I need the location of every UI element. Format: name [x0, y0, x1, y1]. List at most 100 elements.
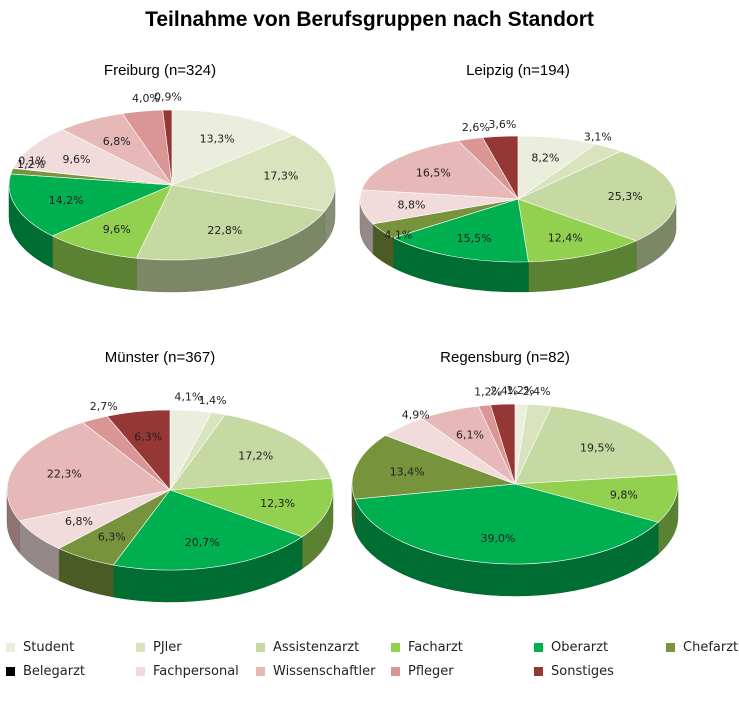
pie-1-label-6: 8,8% [397, 199, 425, 212]
pie-charts: 13,3%17,3%22,8%9,6%14,2%1,2%0,1% 9,6%6,8%… [6, 62, 679, 603]
pie-1-label-7: 16,5% [416, 167, 451, 180]
pie-0-slice-facharzt [51, 184, 173, 259]
legend-item-chefarzt: Chefarzt [666, 640, 738, 655]
pie-1-slice-facharzt [517, 198, 637, 263]
legend-label: Wissenschaftler [273, 664, 376, 679]
pie-3-label-9: 2,4% [490, 384, 518, 397]
pie-0-label-8: 6,8% [103, 135, 131, 148]
pie-2-label-8: 2,7% [90, 400, 118, 413]
pie-1-slice-oberarzt [392, 198, 529, 263]
pie-2-label-7: 22,3% [47, 468, 82, 481]
pie-2-title: Münster (n=367) [105, 349, 215, 366]
legend-swatch [136, 667, 145, 676]
pie-3-slice-assistenzarzt [514, 405, 678, 485]
pie-0-label-0: 13,3% [200, 132, 235, 145]
legend-swatch [256, 643, 265, 652]
pie-2-slice-sonstiges [106, 409, 171, 491]
pie-3-label-2: 19,5% [580, 442, 615, 455]
pie-0-slice-sonstiges [162, 109, 173, 186]
legend-swatch [534, 667, 543, 676]
pie-2-slice-wissenschaftler [6, 422, 171, 522]
legend-label: Facharzt [408, 640, 463, 655]
legend-swatch [136, 643, 145, 652]
pie-2-label-1: 1,4% [199, 394, 227, 407]
pie-0-slice-student [171, 109, 294, 186]
pie-0: 13,3% 17,3% 22,8% 9,6% 14,2% 1,2%0,1% 9,6% 6,8%… [8, 91, 336, 293]
pie-3: 1,2%2,4%19,5%9,8%39,0%13,4%4,9%6,1%1,2%2… [351, 384, 679, 597]
legend-item-fachpersonal: Fachpersonal [136, 664, 239, 679]
legend-label: Belegarzt [23, 664, 86, 679]
legend-item-belegarzt: Belegarzt [6, 664, 85, 679]
legend-label: Pfleger [408, 664, 454, 679]
pie-2-slice-assistenzarzt [169, 414, 332, 491]
pie-3-label-6: 4,9% [402, 408, 430, 421]
chart-title: Teilnahme von Berufsgruppen nach Standor… [145, 8, 594, 31]
pie-2-label-5: 6,3% [98, 530, 126, 543]
pie-3-label-0: 1,2% [506, 384, 534, 397]
pie-0-slice-assistenzarzt [135, 184, 326, 261]
pie-3-label-7: 6,1% [456, 428, 484, 441]
pie-3-label-3: 9,8% [610, 488, 638, 501]
pie-0-label-6: 0,1% [18, 154, 46, 167]
legend-label: PJler [153, 640, 182, 655]
pie-1-slice-wissenschaftler [361, 140, 519, 200]
pie-3-slice-sonstiges [490, 403, 516, 485]
pie-3-label-1: 2,4% [523, 385, 551, 398]
pie-2-slice-facharzt [169, 478, 334, 538]
pie-0-slice-oberarzt [8, 173, 173, 237]
pie-1-label-5: 4,1% [384, 228, 412, 241]
legend-label: Oberarzt [551, 640, 609, 655]
legend-swatch [6, 667, 15, 676]
pie-2-label-9: 6,3% [134, 431, 162, 444]
pie-3-slice-facharzt [514, 474, 679, 523]
pie-3-label-4: 39,0% [481, 532, 516, 545]
pie-1-label-8: 2,6% [462, 121, 490, 134]
pie-2-label-2: 17,2% [238, 450, 273, 463]
pie-3-slice-chefarzt [351, 435, 516, 500]
legend-label: Fachpersonal [153, 664, 239, 679]
pie-2-slice-oberarzt [112, 489, 303, 571]
pie-0-label-9: 4,0% [132, 92, 160, 105]
pie-1-label-3: 12,4% [548, 231, 583, 244]
pie-1-label-4: 15,5% [457, 232, 492, 245]
pie-2-label-3: 12,3% [260, 497, 295, 510]
legend-swatch [391, 643, 400, 652]
pie-0-label-1: 17,3% [263, 169, 298, 182]
legend-label: Sonstiges [551, 664, 614, 679]
pie-0-label-5: 1,2% [17, 158, 45, 171]
pie-2-label-6: 6,8% [65, 515, 93, 528]
pie-3-slice-oberarzt [354, 483, 659, 565]
legend-swatch [666, 643, 675, 652]
legend-item-facharzt: Facharzt [391, 640, 463, 655]
pie-0-label-2: 22,8% [207, 224, 242, 237]
legend-swatch [6, 643, 15, 652]
pie-0-slice-pjler [170, 134, 336, 212]
pie-1: 8,2% 3,1% 25,3% 12,4% 15,5% 4,1% 8,8% 16,5% 2,6%… [359, 118, 677, 293]
pie-2-label-4: 20,7% [185, 536, 220, 549]
legend-item-oberarzt: Oberarzt [534, 640, 608, 655]
legend-swatch [256, 667, 265, 676]
legend-item-student: Student [6, 640, 74, 655]
pie-3-label-5: 13,4% [390, 466, 425, 479]
pie-0-slice-fachpersonal [12, 129, 173, 186]
legend-item-pfleger: Pfleger [391, 664, 454, 679]
pie-0-label-3: 9,6% [103, 223, 131, 236]
pie-1-label-1: 3,1% [584, 130, 612, 143]
pie-1-slice-sonstiges [482, 135, 519, 201]
legend-label: Chefarzt [683, 640, 739, 655]
pie-1-label-9: 3,6% [488, 118, 516, 131]
pie-1-title: Leipzig (n=194) [466, 62, 570, 79]
pie-0-label-4: 14,2% [49, 194, 84, 207]
pie-1-slice-assistenzarzt [517, 150, 677, 242]
legend-item-pjler: PJler [136, 640, 182, 655]
pie-0-label-7: 9,6% [63, 153, 91, 166]
legend-item-wissenschaftler: Wissenschaftler [256, 664, 376, 679]
legend-label: Student [23, 640, 75, 655]
pie-1-label-2: 25,3% [608, 190, 643, 203]
pie-3-title: Regensburg (n=82) [440, 349, 570, 366]
pie-1-slice-fachpersonal [359, 189, 519, 225]
pie-3-label-8: 1,2% [474, 386, 502, 399]
legend-item-assistenzarzt: Assistenzarzt [256, 640, 359, 655]
legend-item-sonstiges: Sonstiges [534, 664, 614, 679]
legend-label: Assistenzarzt [273, 640, 360, 655]
